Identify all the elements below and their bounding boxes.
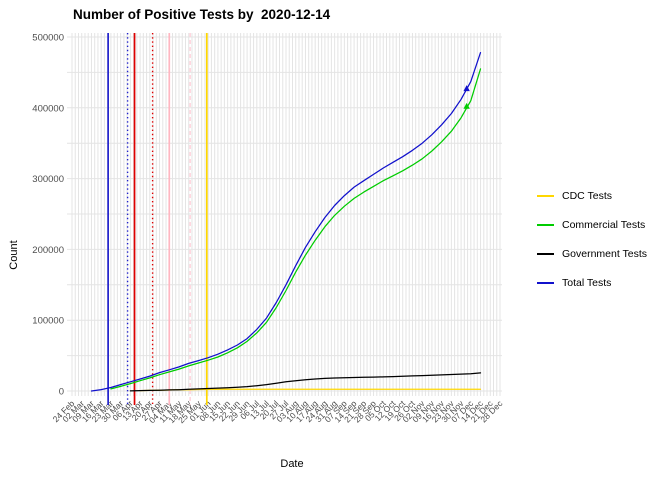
series-line-total-tests <box>90 51 482 392</box>
legend-item-cdc-tests: CDC Tests <box>537 181 647 210</box>
y-tick-label: 400000 <box>32 103 64 114</box>
legend-label: CDC Tests <box>562 189 612 202</box>
end-marker <box>463 102 470 109</box>
legend-swatch <box>537 194 554 197</box>
series-line-government-tests <box>129 372 482 392</box>
y-tick-label: 500000 <box>32 33 64 44</box>
y-axis-title: Count <box>8 240 20 270</box>
legend: CDC Tests Commercial Tests Government Test… <box>537 181 647 297</box>
y-axis-tick-labels: 0 100000 200000 300000 400000 500000 <box>32 33 64 398</box>
y-tick-label: 0 <box>59 387 64 398</box>
legend-label: Commercial Tests <box>562 218 646 231</box>
legend-swatch <box>537 252 554 255</box>
series-lines <box>90 51 482 392</box>
event-vlines <box>107 33 208 405</box>
y-tick-label: 200000 <box>32 245 64 256</box>
y-tick-label: 100000 <box>32 316 64 327</box>
legend-swatch <box>537 223 554 226</box>
end-marker <box>463 85 470 92</box>
gridlines <box>67 33 502 396</box>
series-end-markers <box>463 85 470 109</box>
x-axis-title: Date <box>280 458 304 470</box>
y-tick-label: 300000 <box>32 174 64 185</box>
legend-item-total-tests: Total Tests <box>537 268 647 297</box>
series-line-commercial-tests <box>110 68 482 390</box>
legend-item-commercial-tests: Commercial Tests <box>537 210 647 239</box>
chart-title: Number of Positive Tests by 2020-12-14 <box>73 7 331 22</box>
legend-item-government-tests: Government Tests <box>537 239 647 268</box>
legend-label: Government Tests <box>562 247 648 260</box>
legend-swatch <box>537 281 554 284</box>
legend-label: Total Tests <box>562 276 612 289</box>
